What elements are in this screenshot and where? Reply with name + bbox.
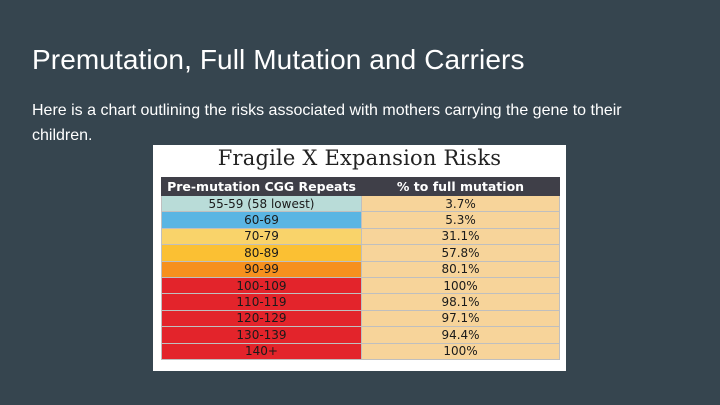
percent-cell: 3.7%	[361, 194, 560, 213]
percent-cell: 57.8%	[361, 244, 560, 262]
slide-title: Premutation, Full Mutation and Carriers	[32, 44, 525, 75]
repeats-cell: 100-109	[161, 276, 362, 295]
column-header-repeats: Pre-mutation CGG Repeats	[161, 177, 362, 196]
repeats-cell: 80-89	[161, 244, 362, 262]
table-row: 80-89 57.8%	[161, 244, 560, 262]
repeats-cell: 60-69	[161, 211, 362, 229]
percent-cell: 5.3%	[361, 211, 560, 229]
column-header-percent: % to full mutation	[361, 177, 560, 196]
repeats-cell: 55-59 (58 lowest)	[161, 194, 362, 213]
table-row: 60-69 5.3%	[161, 211, 560, 229]
table-row: 70-79 31.1%	[161, 227, 560, 246]
repeats-cell: 140+	[161, 342, 362, 360]
table-row: 110-119 98.1%	[161, 293, 560, 311]
repeats-cell: 70-79	[161, 227, 362, 246]
repeats-cell: 110-119	[161, 293, 362, 311]
fragile-x-risk-chart: Fragile X Expansion Risks Pre-mutation C…	[153, 145, 566, 371]
table-row: 55-59 (58 lowest) 3.7%	[161, 194, 560, 213]
percent-cell: 100%	[361, 276, 560, 295]
percent-cell: 31.1%	[361, 227, 560, 246]
risk-table-body: 55-59 (58 lowest) 3.7% 60-69 5.3% 70-79 31.1%…	[161, 194, 560, 360]
slide-body-text: Here is a chart outlining the risks asso…	[32, 102, 622, 144]
table-row: 100-109 100%	[161, 276, 560, 295]
risk-table: Pre-mutation CGG Repeats % to full mutat…	[161, 177, 560, 360]
repeats-cell: 120-129	[161, 309, 362, 328]
table-row: 140+ 100%	[161, 342, 560, 360]
percent-cell: 98.1%	[361, 293, 560, 311]
table-row: 120-129 97.1%	[161, 309, 560, 328]
repeats-cell: 130-139	[161, 326, 362, 344]
table-header-row: Pre-mutation CGG Repeats % to full mutat…	[161, 177, 560, 196]
percent-cell: 100%	[361, 342, 560, 360]
percent-cell: 94.4%	[361, 326, 560, 344]
table-row: 90-99 80.1%	[161, 260, 560, 278]
chart-title: Fragile X Expansion Risks	[217, 146, 502, 170]
percent-cell: 97.1%	[361, 309, 560, 328]
repeats-cell: 90-99	[161, 260, 362, 278]
percent-cell: 80.1%	[361, 260, 560, 278]
table-row: 130-139 94.4%	[161, 326, 560, 344]
